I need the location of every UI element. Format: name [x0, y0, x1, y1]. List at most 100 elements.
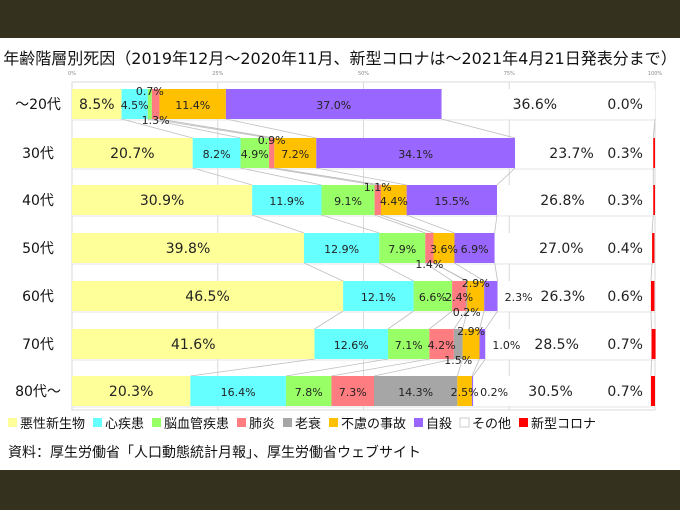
data-label: 37.0% — [316, 99, 351, 112]
data-label: 12.6% — [334, 339, 369, 352]
data-label: 1.3% — [142, 114, 170, 127]
series-line — [331, 358, 430, 377]
bar-segment — [457, 376, 472, 406]
series-line — [425, 262, 453, 282]
bar-segment — [285, 376, 332, 406]
bar-segment — [650, 281, 655, 311]
data-label: 0.9% — [258, 134, 286, 147]
data-label: 11.4% — [175, 99, 210, 112]
data-label: 0.6% — [607, 289, 643, 305]
data-label: 0.7% — [607, 384, 643, 400]
series-line — [406, 214, 455, 234]
series-line — [479, 310, 485, 330]
bar-segment — [651, 329, 656, 359]
series-line — [471, 358, 480, 377]
series-line — [433, 262, 468, 282]
legend-swatch — [459, 417, 470, 428]
bar-segment — [147, 89, 152, 119]
bar-segment — [406, 185, 498, 215]
bar-segment — [413, 281, 453, 311]
data-label: 30.9% — [140, 193, 184, 209]
series-line — [316, 167, 407, 186]
series-line — [650, 310, 652, 330]
data-label: 28.5% — [534, 337, 578, 353]
data-label: 9.1% — [334, 195, 362, 208]
data-label: 0.4% — [607, 241, 643, 257]
bar-segment — [454, 233, 495, 263]
data-label: 3.6% — [430, 243, 458, 256]
data-label: 27.0% — [539, 241, 583, 257]
data-label: 46.5% — [185, 289, 229, 305]
legend-label: 脳血管疾患 — [164, 417, 229, 432]
legend-label: 悪性新生物 — [20, 416, 85, 432]
data-label: 39.8% — [166, 241, 210, 257]
bar-segment — [653, 138, 655, 168]
series-line — [379, 262, 414, 282]
legend-label: 新型コロナ — [531, 416, 596, 432]
bar-segment — [441, 89, 655, 119]
data-label: 4.5% — [121, 99, 149, 112]
data-label: 30.5% — [528, 384, 572, 400]
bar-segment — [433, 233, 455, 263]
legend-swatch — [519, 418, 528, 427]
data-label: 12.1% — [361, 291, 396, 304]
data-label: 7.2% — [281, 148, 309, 161]
x-tick-label: 0% — [68, 71, 76, 77]
series-line — [240, 167, 322, 186]
bar-segment — [379, 233, 426, 263]
series-line — [462, 310, 468, 330]
data-label: 16.4% — [221, 386, 256, 399]
legend-label: 肺炎 — [249, 417, 275, 432]
series-line — [285, 358, 389, 377]
bar-segment — [240, 138, 270, 168]
series-line — [485, 310, 498, 330]
data-label: 1.4% — [415, 258, 443, 271]
series-line — [151, 118, 270, 139]
data-label: 7.1% — [395, 339, 423, 352]
series-line — [374, 214, 426, 234]
legend-swatch — [283, 418, 292, 427]
x-tick-label: 75% — [504, 71, 515, 77]
data-label: 7.9% — [388, 243, 416, 256]
bar-segment — [159, 89, 226, 119]
category-label: 80代～ — [15, 384, 61, 400]
data-label: 2.9% — [462, 277, 490, 290]
series-line — [456, 358, 463, 377]
series-line — [159, 118, 275, 139]
bar-segment — [429, 329, 454, 359]
data-label: 2.5% — [451, 386, 479, 399]
bar-segment — [497, 185, 654, 215]
legend-swatch — [237, 418, 246, 427]
bar-segment — [466, 281, 468, 311]
series-line — [650, 262, 653, 282]
category-label: 60代 — [22, 289, 54, 305]
x-tick-label: 100% — [648, 71, 663, 77]
data-label: 0.0% — [607, 97, 643, 113]
bar-segment — [72, 233, 305, 263]
legend-label: 自殺 — [426, 417, 452, 432]
data-label: 41.6% — [171, 337, 215, 353]
data-label: 4.4% — [380, 195, 408, 208]
series-line — [441, 118, 516, 139]
legend-swatch — [152, 418, 161, 427]
bar-segment — [225, 89, 442, 119]
data-label: 1.0% — [492, 339, 520, 352]
data-label: 26.8% — [540, 193, 584, 209]
bar-segment — [331, 376, 374, 406]
series-line — [190, 358, 315, 377]
data-label: 2.4% — [445, 291, 473, 304]
series-line — [472, 358, 486, 377]
bar-segment — [652, 233, 655, 263]
series-line — [652, 118, 656, 139]
series-line — [225, 118, 317, 139]
data-label: 12.9% — [324, 243, 359, 256]
bar-segment — [343, 281, 414, 311]
legend-swatch — [414, 418, 423, 427]
data-label: 6.6% — [419, 291, 447, 304]
legend-label: 不慮の事故 — [341, 417, 406, 432]
series-line — [268, 167, 375, 186]
bar-segment — [425, 233, 434, 263]
bar-segment — [485, 329, 652, 359]
legend-label: その他 — [472, 417, 511, 432]
bar-segment — [653, 185, 655, 215]
